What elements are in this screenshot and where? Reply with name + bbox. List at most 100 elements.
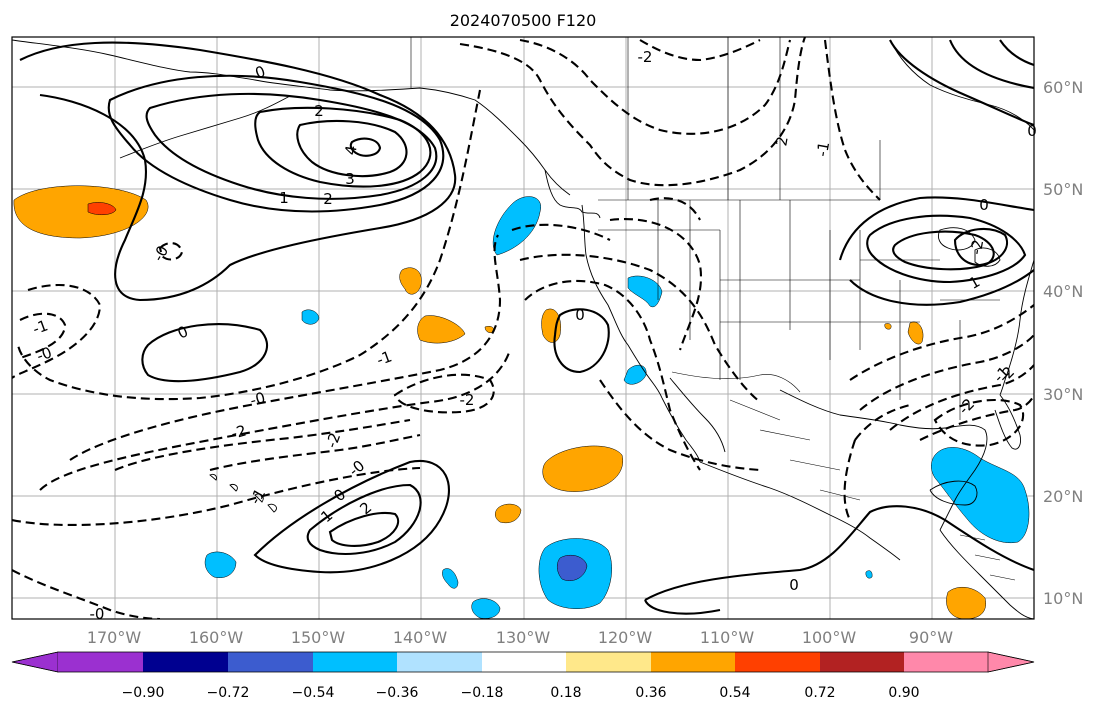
us-west-coastline xyxy=(581,204,663,399)
contour-line xyxy=(12,569,161,619)
contour-line xyxy=(209,433,421,472)
colorbar-tick-label: 0.90 xyxy=(888,685,919,701)
colorbar-segment xyxy=(651,652,735,672)
negative-anomaly-region xyxy=(301,309,320,325)
lat-tick-label: 10°N xyxy=(1043,589,1083,608)
contour-line xyxy=(644,505,1034,615)
contour-line xyxy=(639,39,761,62)
contour-line xyxy=(19,312,67,360)
contour-label: -2 xyxy=(638,48,653,66)
strong-negative-anomaly-region xyxy=(557,555,588,582)
contour-line xyxy=(933,399,1025,447)
contour-line xyxy=(838,196,1034,261)
hawaii-islands xyxy=(209,473,277,513)
colorbar-tick-label: 0.54 xyxy=(719,685,750,701)
contour-line xyxy=(519,38,792,135)
bc-coastline xyxy=(544,169,601,219)
contour-line xyxy=(949,39,1034,90)
lon-tick-label: 170°W xyxy=(87,628,142,647)
contour-line xyxy=(349,137,382,157)
contour-line xyxy=(39,349,511,491)
colorbar-segment xyxy=(143,652,228,672)
lat-tick-label: 60°N xyxy=(1043,78,1083,97)
hudson-bay-coast xyxy=(889,39,1034,131)
longitude-labels: 170°W 160°W 150°W 140°W 130°W 120°W 110°… xyxy=(87,628,953,647)
negative-anomaly-region xyxy=(442,568,459,589)
map-frame xyxy=(11,36,1035,620)
contour-line xyxy=(519,253,761,403)
contour-label: -2 xyxy=(967,238,987,256)
contour-line xyxy=(511,223,611,241)
lat-tick-label: 20°N xyxy=(1043,487,1083,506)
contour-label: 0 xyxy=(1027,122,1037,140)
colorbar-max-arrow xyxy=(987,651,1035,673)
negative-anomaly-region xyxy=(492,196,542,256)
colorbar-segment xyxy=(58,652,143,672)
baja-coastline xyxy=(661,377,726,463)
florida-coastline xyxy=(994,394,1021,450)
contour-label: 1 xyxy=(279,189,289,207)
colorbar-segment xyxy=(313,652,397,672)
contour-line xyxy=(12,284,102,379)
contour-label: -1 xyxy=(374,347,394,369)
positive-anomaly-region xyxy=(541,308,561,343)
contour-line xyxy=(823,39,881,201)
latitude-labels: 60°N 50°N 40°N 30°N 20°N 10°N xyxy=(1043,78,1083,608)
contour-line xyxy=(889,364,1034,431)
negative-anomaly-region xyxy=(627,275,663,308)
colorbar-tick-label: 0.72 xyxy=(804,685,835,701)
contour-label: -0 xyxy=(34,343,54,365)
colorbar-segment xyxy=(482,652,566,672)
lon-tick-label: 120°W xyxy=(598,628,653,647)
negative-anomaly-region xyxy=(204,551,237,578)
contour-line xyxy=(296,119,408,178)
contour-line xyxy=(859,334,1034,411)
colorbar-min-arrow xyxy=(11,651,59,673)
contour-line xyxy=(306,483,422,555)
colorbar-tick-label: 0.36 xyxy=(635,685,666,701)
contour-line xyxy=(16,89,482,401)
colorbar-segment xyxy=(904,652,988,672)
contour-line xyxy=(328,511,400,547)
contour-line xyxy=(459,37,806,187)
contour-line xyxy=(843,403,911,521)
map-gridlines xyxy=(12,37,1034,619)
lon-tick-label: 110°W xyxy=(700,628,755,647)
contour-line xyxy=(889,39,1034,126)
contour-label: -1 xyxy=(30,316,50,338)
contour-line xyxy=(919,394,1034,441)
contour-label: 0 xyxy=(789,576,799,594)
contour-line xyxy=(254,106,432,188)
contour-label: -2 xyxy=(460,391,475,409)
positive-anomaly-region xyxy=(542,445,624,492)
contour-label: -0 xyxy=(248,389,267,410)
colorbar-tick-label: −0.72 xyxy=(207,685,250,701)
lat-tick-label: 30°N xyxy=(1043,385,1083,404)
contour-line xyxy=(393,373,495,414)
contour-line xyxy=(649,197,701,221)
yucatan-coastline xyxy=(929,480,978,506)
colorbar-outline xyxy=(11,651,1035,673)
contour-label: -2 xyxy=(322,430,344,450)
contour-line xyxy=(141,323,269,383)
contour-label: 0 xyxy=(575,306,585,324)
colorbar-tick-label: 0.18 xyxy=(550,685,581,701)
colorbar-tick-label: −0.54 xyxy=(292,685,335,701)
colorbar-tick-label: −0.90 xyxy=(122,685,165,701)
positive-anomaly-region xyxy=(417,315,466,344)
positive-anomaly-region xyxy=(495,503,522,524)
contour-label: 2 xyxy=(314,102,324,120)
colorbar-segment xyxy=(228,652,313,672)
colorbar-segment xyxy=(735,652,820,672)
us-east-coastline xyxy=(999,259,1034,396)
contour-line xyxy=(609,218,702,351)
lon-tick-label: 160°W xyxy=(189,628,244,647)
contour-line xyxy=(999,39,1034,66)
negative-anomaly-region xyxy=(931,447,1030,544)
contour-label: -2 xyxy=(229,422,248,443)
contour-label: 0 xyxy=(979,196,989,214)
mexico-state-borders xyxy=(729,399,861,501)
contour-line xyxy=(849,304,1034,381)
contour-line xyxy=(553,308,610,374)
